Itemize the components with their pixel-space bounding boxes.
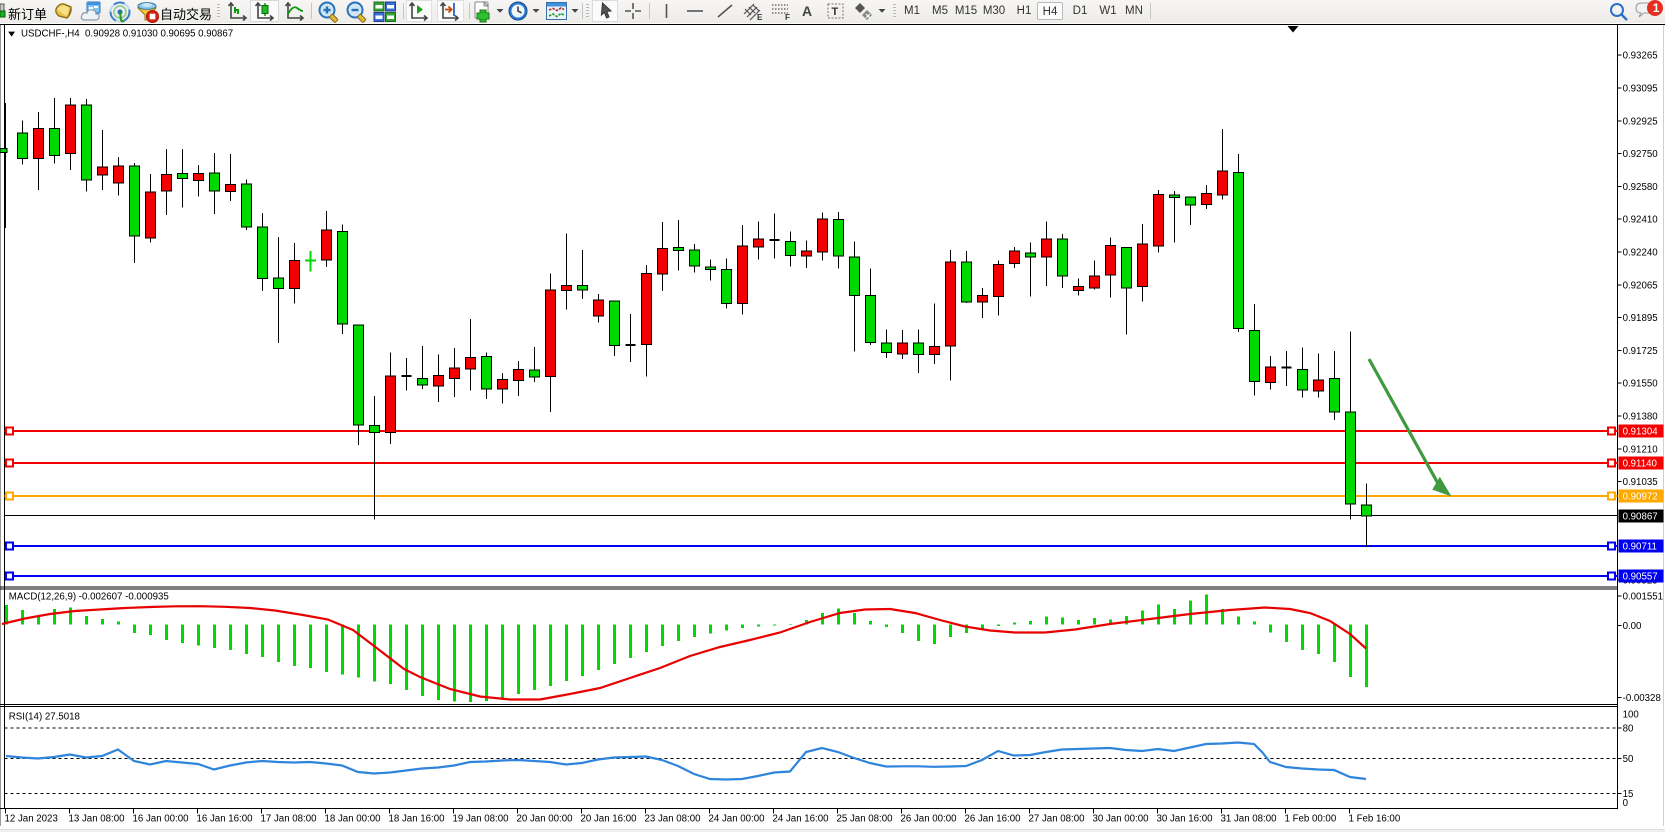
svg-text:12 Jan 2023: 12 Jan 2023	[5, 814, 58, 825]
svg-text:T: T	[832, 6, 839, 18]
svg-text:0.91725: 0.91725	[1623, 346, 1658, 357]
svg-text:0.93095: 0.93095	[1623, 84, 1658, 95]
svg-text:0.90557: 0.90557	[1623, 572, 1658, 583]
svg-text:16 Jan 16:00: 16 Jan 16:00	[197, 814, 254, 825]
svg-text:80: 80	[1623, 724, 1634, 735]
svg-text:26 Jan 00:00: 26 Jan 00:00	[901, 814, 958, 825]
svg-text:30 Jan 00:00: 30 Jan 00:00	[1093, 814, 1150, 825]
svg-text:1 Feb 00:00: 1 Feb 00:00	[1285, 814, 1337, 825]
svg-text:30 Jan 16:00: 30 Jan 16:00	[1157, 814, 1214, 825]
svg-text:-0.00328: -0.00328	[1623, 693, 1661, 704]
svg-text:31 Jan 08:00: 31 Jan 08:00	[1221, 814, 1278, 825]
svg-text:0.91210: 0.91210	[1623, 444, 1659, 455]
svg-text:1 Feb 16:00: 1 Feb 16:00	[1349, 814, 1401, 825]
svg-text:0.91550: 0.91550	[1623, 379, 1659, 390]
svg-text:26 Jan 16:00: 26 Jan 16:00	[965, 814, 1022, 825]
svg-text:13 Jan 08:00: 13 Jan 08:00	[69, 814, 126, 825]
svg-text:24 Jan 00:00: 24 Jan 00:00	[709, 814, 766, 825]
svg-text:23 Jan 08:00: 23 Jan 08:00	[645, 814, 702, 825]
svg-text:0.92925: 0.92925	[1623, 116, 1658, 127]
svg-text:MACD(12,26,9) -0.002607 -0.000: MACD(12,26,9) -0.002607 -0.000935	[9, 592, 169, 603]
svg-text:F: F	[785, 13, 790, 21]
svg-text:100: 100	[1623, 710, 1640, 721]
svg-text:0.92580: 0.92580	[1623, 182, 1659, 193]
svg-text:20 Jan 16:00: 20 Jan 16:00	[581, 814, 638, 825]
svg-text:0.90867: 0.90867	[1623, 512, 1658, 523]
svg-text:50: 50	[1623, 754, 1634, 765]
svg-text:0.92750: 0.92750	[1623, 149, 1659, 160]
svg-text:18 Jan 16:00: 18 Jan 16:00	[389, 814, 446, 825]
svg-text:0.92065: 0.92065	[1623, 280, 1658, 291]
svg-text:25 Jan 08:00: 25 Jan 08:00	[837, 814, 894, 825]
svg-text:USDCHF-,H4 0.90928 0.91030 0.: USDCHF-,H4 0.90928 0.91030 0.90695 0.908…	[21, 29, 233, 40]
svg-text:0.90972: 0.90972	[1623, 492, 1658, 503]
svg-text:19 Jan 08:00: 19 Jan 08:00	[453, 814, 510, 825]
svg-text:27 Jan 08:00: 27 Jan 08:00	[1029, 814, 1086, 825]
svg-text:0.91035: 0.91035	[1623, 477, 1658, 488]
svg-text:RSI(14) 27.5018: RSI(14) 27.5018	[9, 712, 80, 723]
svg-text:0: 0	[1623, 798, 1629, 809]
svg-text:20 Jan 00:00: 20 Jan 00:00	[517, 814, 574, 825]
svg-text:0.91895: 0.91895	[1623, 313, 1658, 324]
svg-text:24 Jan 16:00: 24 Jan 16:00	[773, 814, 830, 825]
svg-text:0.91140: 0.91140	[1623, 459, 1658, 470]
svg-text:0.00: 0.00	[1623, 621, 1642, 632]
svg-text:1: 1	[1653, 1, 1660, 15]
svg-text:0.92240: 0.92240	[1623, 248, 1659, 259]
svg-text:18 Jan 00:00: 18 Jan 00:00	[325, 814, 382, 825]
svg-text:15: 15	[1623, 789, 1634, 800]
svg-text:0.001551: 0.001551	[1623, 592, 1663, 603]
svg-text:0.90711: 0.90711	[1623, 542, 1657, 553]
svg-text:0.91304: 0.91304	[1623, 427, 1659, 438]
svg-text:0.92410: 0.92410	[1623, 215, 1659, 226]
svg-text:E: E	[757, 13, 763, 21]
svg-text:17 Jan 08:00: 17 Jan 08:00	[261, 814, 318, 825]
svg-text:0.91380: 0.91380	[1623, 412, 1659, 423]
svg-text:16 Jan 00:00: 16 Jan 00:00	[133, 814, 190, 825]
svg-text:0.93265: 0.93265	[1623, 51, 1658, 62]
